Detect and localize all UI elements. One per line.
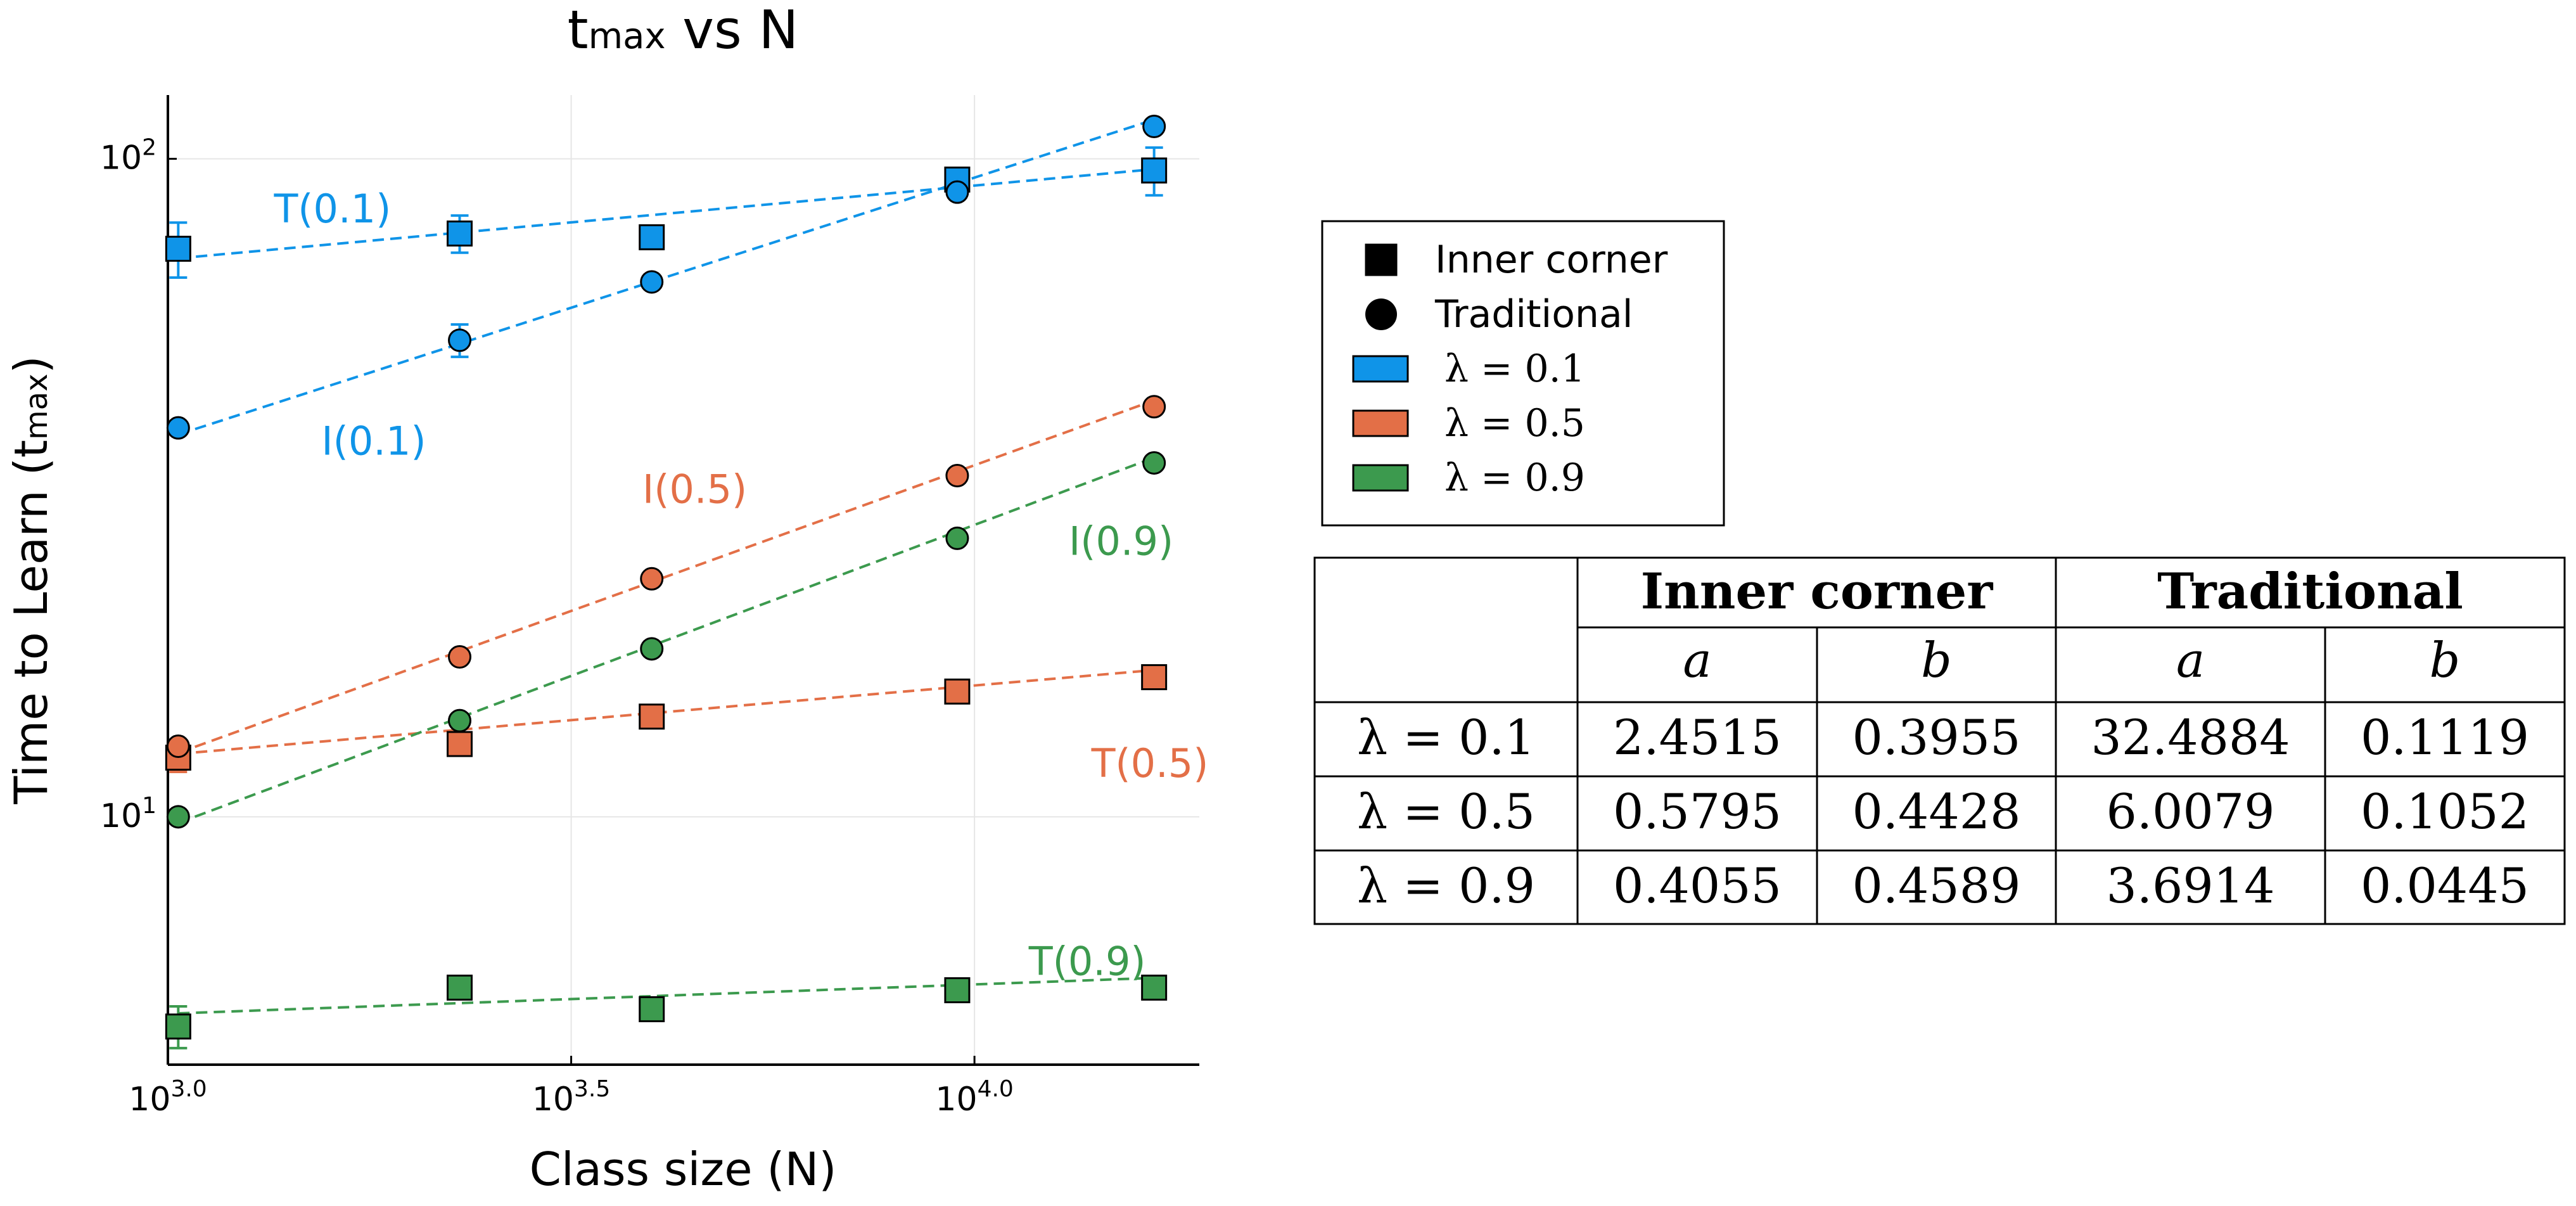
table-subheader: a	[1683, 632, 1711, 688]
table-frame	[1313, 556, 2566, 925]
marker-square-ic05	[639, 703, 665, 730]
legend-marker-square	[1365, 243, 1398, 276]
legend-patch	[1352, 409, 1409, 437]
marker-circle-tr01	[640, 270, 664, 294]
marker-circle-tr01	[166, 416, 190, 440]
y-axis-label-sub: max	[19, 373, 54, 440]
table-cell: 0.3955	[1852, 709, 2021, 766]
marker-square-ic05	[1141, 664, 1168, 691]
fit-line-ic09	[178, 977, 1154, 1015]
y-axis-label-close: )	[4, 356, 58, 373]
table-subheader: a	[2176, 632, 2205, 688]
table-group-header: Traditional	[2157, 563, 2463, 620]
fit-lines	[177, 118, 1155, 1015]
table-cell: 2.4515	[1613, 709, 1782, 766]
table-cell: 0.4428	[1852, 783, 2021, 840]
marker-circle-tr01	[448, 328, 472, 352]
x-tick-label: 103.0	[129, 1076, 207, 1119]
y-tick-label: 101	[100, 793, 156, 835]
parameter-table: Inner corner Traditional a b a b λ = 0.1 2.4515…	[1313, 556, 2566, 925]
series-annotations: T(0.1) I(0.1) I(0.5) I(0.9) T(0.5) T(0.9)	[273, 186, 1208, 984]
annotation-label: T(0.5)	[1091, 740, 1209, 786]
table-row-label: λ = 0.9	[1357, 857, 1535, 914]
marker-square-ic05	[447, 731, 473, 757]
marker-circle-tr01	[1142, 115, 1166, 139]
y-axis-label: Time to Learn (tmax)	[4, 356, 58, 804]
fit-line-tr09	[177, 456, 1155, 824]
marker-square-ic09	[639, 996, 665, 1022]
marker-square-ic01	[165, 236, 191, 262]
fit-line-tr05	[177, 399, 1155, 754]
chart-title: tmax vs N	[568, 0, 799, 61]
table-cell: 0.4589	[1852, 857, 2021, 914]
marker-square-ic09	[944, 977, 971, 1004]
marker-square-ic01	[447, 220, 473, 247]
y-axis-ticks: 101 102	[100, 135, 177, 835]
table-group-header: Inner corner	[1641, 563, 1994, 620]
fit-line-tr01	[177, 118, 1155, 436]
marker-circle-tr05	[1142, 395, 1166, 419]
table-cell: 32.4884	[2091, 709, 2290, 766]
legend-label: Traditional	[1434, 292, 1633, 337]
chart-title-main: t	[568, 0, 589, 61]
annotation-label: I(0.9)	[1069, 518, 1173, 565]
table-subheader: b	[2430, 632, 2461, 688]
fit-line-ic05	[178, 669, 1154, 755]
table-row-label: λ = 0.1	[1357, 709, 1535, 766]
annotation-label: I(0.5)	[642, 466, 747, 512]
marker-circle-tr09	[166, 805, 190, 829]
marker-circle-tr01	[945, 180, 969, 204]
marker-circle-tr09	[1142, 451, 1166, 475]
marker-circle-tr09	[640, 637, 664, 661]
legend-marker-circle	[1365, 298, 1397, 330]
table-cell: 0.1119	[2361, 709, 2529, 766]
marker-square-ic09	[165, 1013, 191, 1040]
fit-line-ic01	[178, 167, 1154, 260]
legend-label: λ = 0.5	[1444, 401, 1585, 446]
x-axis-ticks: 103.0 103.5 104.0	[129, 1056, 1014, 1119]
legend-patch	[1352, 355, 1409, 383]
table-cell: 3.6914	[2107, 857, 2275, 914]
x-tick-label: 103.5	[532, 1076, 610, 1119]
table-cell: 0.5795	[1613, 783, 1782, 840]
x-tick-label: 104.0	[935, 1076, 1013, 1119]
table-row-label: λ = 0.5	[1357, 783, 1535, 840]
marker-square-ic01	[639, 224, 665, 250]
marker-square-ic09	[1141, 974, 1168, 1001]
marker-square-ic05	[944, 678, 971, 705]
marker-circle-tr05	[945, 464, 969, 488]
y-tick-label: 102	[100, 135, 156, 177]
annotation-label: T(0.1)	[273, 186, 391, 232]
plot-area: 103.0 103.5 104.0 101 102 T(0.1) I(0.1) I(0.5…	[100, 95, 1208, 1119]
marker-circle-tr05	[640, 567, 664, 591]
legend-label: Inner corner	[1435, 238, 1668, 282]
legend: Inner corner Traditional λ = 0.1 λ = 0.5 λ =…	[1321, 220, 1725, 527]
x-axis-label: Class size (N)	[530, 1143, 837, 1196]
table-cell: 0.1052	[2361, 783, 2529, 840]
legend-label: λ = 0.1	[1444, 347, 1585, 391]
annotation-label: I(0.1)	[321, 418, 426, 465]
marker-circle-tr05	[448, 645, 472, 669]
marker-circle-tr05	[166, 735, 190, 759]
chart-title-sub: max	[589, 16, 666, 57]
marker-circle-tr09	[945, 526, 969, 550]
chart-title-rest: vs N	[666, 0, 799, 61]
data-markers	[165, 115, 1168, 1040]
y-axis-label-main: Time to Learn (t	[4, 440, 58, 805]
table-cell: 6.0079	[2107, 783, 2275, 840]
table-cell: 0.4055	[1613, 857, 1782, 914]
legend-label: λ = 0.9	[1444, 456, 1585, 500]
legend-patch	[1352, 464, 1409, 492]
annotation-label: T(0.9)	[1028, 938, 1146, 984]
table-subheader: b	[1921, 632, 1952, 688]
table-cell: 0.0445	[2361, 857, 2529, 914]
marker-square-ic01	[1141, 157, 1168, 184]
marker-circle-tr09	[448, 709, 472, 733]
marker-square-ic09	[447, 974, 473, 1001]
